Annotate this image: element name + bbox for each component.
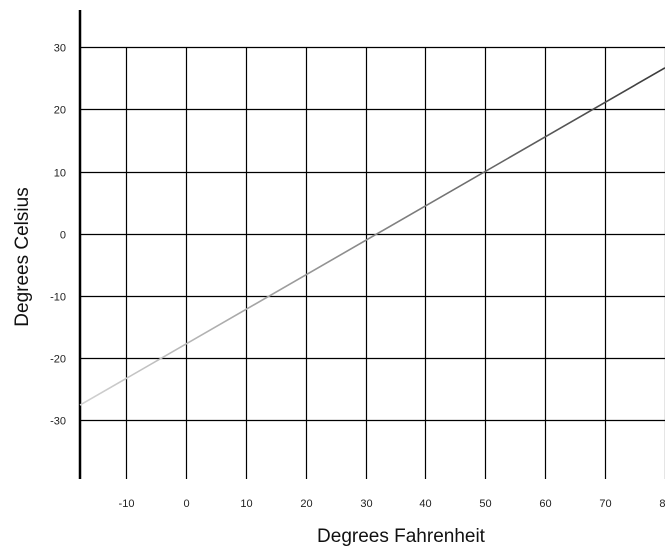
y-tick-label: -10: [50, 292, 66, 304]
x-tick-label: 0: [183, 498, 189, 510]
y-tick-label: -30: [50, 416, 66, 428]
y-tick-label: -20: [50, 354, 66, 366]
x-tick-label: 10: [240, 498, 252, 510]
y-axis-title: Degrees Celsius: [12, 187, 33, 326]
x-tick-label: -10: [119, 498, 135, 510]
x-tick-label: 70: [599, 498, 611, 510]
grid: [80, 46, 665, 479]
x-tick-label: 40: [419, 498, 431, 510]
x-tick-label: 20: [300, 498, 312, 510]
x-tick-label: 50: [479, 498, 491, 510]
y-tick-label: 10: [54, 168, 66, 180]
y-tick-labels: 30 20 10 0 -10 -20 -30: [50, 43, 66, 428]
x-axis-title: Degrees Fahrenheit: [317, 526, 486, 546]
x-tick-labels: -10 0 10 20 30 40 50 60 70 80: [119, 498, 665, 510]
series: [79, 67, 665, 406]
x-tick-label: 80: [659, 498, 665, 510]
series-line: [79, 67, 665, 406]
x-tick-label: 60: [539, 498, 551, 510]
y-tick-label: 20: [54, 105, 66, 117]
y-tick-label: 30: [54, 43, 66, 55]
x-tick-label: 30: [360, 498, 372, 510]
y-tick-label: 0: [60, 230, 66, 242]
